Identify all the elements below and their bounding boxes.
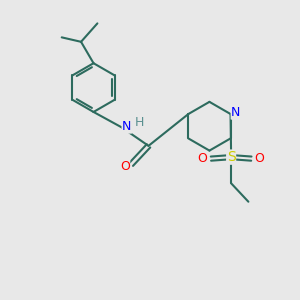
- Text: S: S: [227, 150, 236, 164]
- Text: N: N: [231, 106, 241, 119]
- Text: O: O: [120, 160, 130, 173]
- Text: O: O: [255, 152, 265, 165]
- Text: O: O: [198, 152, 208, 165]
- Text: H: H: [134, 116, 144, 129]
- Text: N: N: [122, 120, 131, 133]
